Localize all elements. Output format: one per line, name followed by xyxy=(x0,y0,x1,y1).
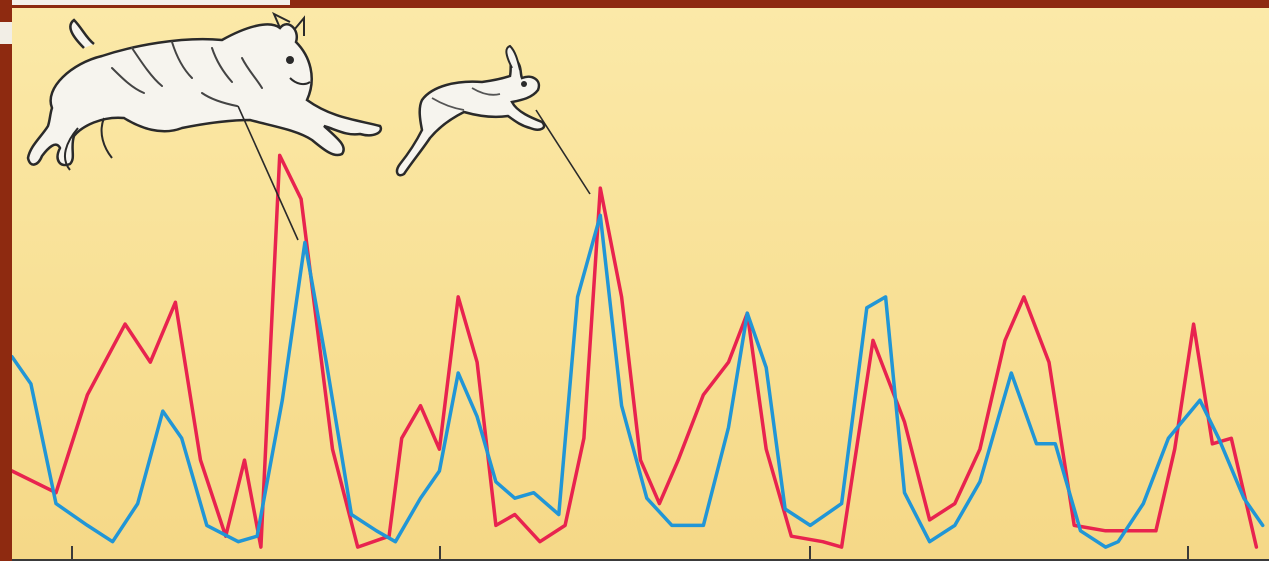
lynx-illustration xyxy=(26,11,383,241)
series-line-blue xyxy=(12,213,1265,549)
x-axis-ticks xyxy=(71,546,1189,561)
left-edge-tab xyxy=(0,22,14,44)
series-lines xyxy=(12,153,1265,549)
left-border xyxy=(0,0,12,561)
hare-illustration xyxy=(395,44,591,195)
population-chart xyxy=(12,11,1269,561)
window-top-edge xyxy=(0,0,290,5)
chart-panel xyxy=(12,8,1269,561)
